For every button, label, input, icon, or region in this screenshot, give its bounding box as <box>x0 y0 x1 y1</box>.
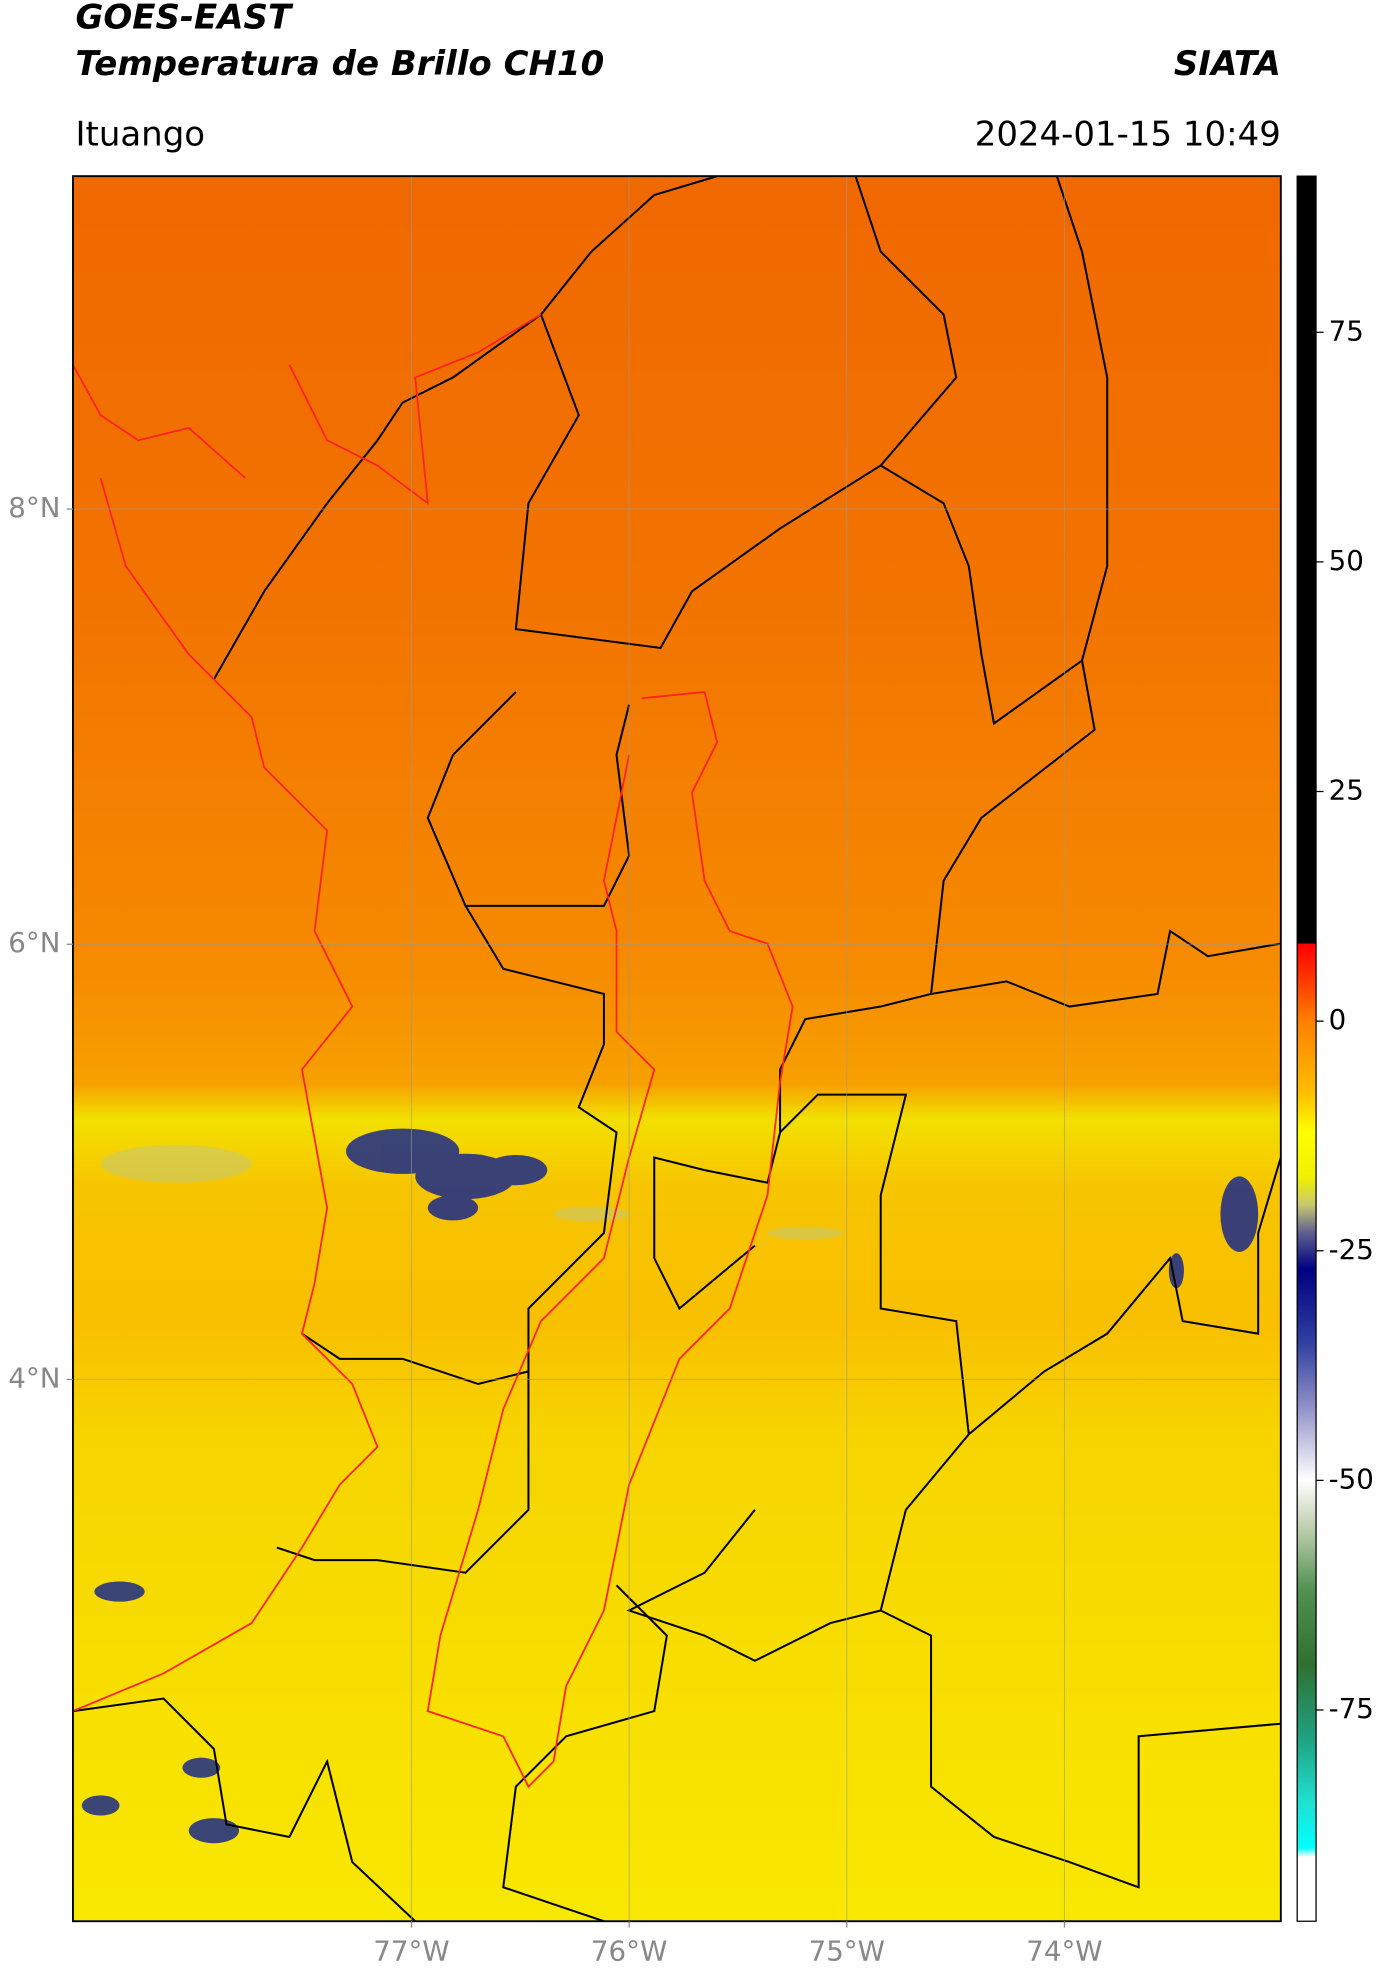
colorbar-tick-label: -75 <box>1329 1692 1374 1725</box>
map-background <box>72 176 1281 1922</box>
colorbar-tick-label: -25 <box>1329 1233 1374 1266</box>
datetime: 2024-01-15 10:49 <box>975 114 1281 154</box>
map-frame <box>72 175 1282 1923</box>
lat-tick-label: 8°N <box>8 491 60 524</box>
lat-tick-label: 6°N <box>8 926 60 959</box>
colorbar-tick-label: 25 <box>1329 774 1364 807</box>
lon-tick-label: 74°W <box>1026 1935 1102 1968</box>
colorbar-tick-label: 50 <box>1329 544 1364 577</box>
region: Ituango <box>75 114 205 154</box>
colorbar-tick-label: 0 <box>1329 1003 1347 1036</box>
lon-tick-label: 76°W <box>591 1935 667 1968</box>
cloud-edges <box>100 1144 843 1240</box>
title: GOES-EAST <box>75 0 293 37</box>
lon-tick-label: 75°W <box>809 1935 885 1968</box>
colorbar <box>1296 175 1317 1922</box>
cloud-patches <box>81 1128 1259 1844</box>
subtitle: Temperatura de Brillo CH10 <box>75 44 604 84</box>
borders <box>72 176 1281 1922</box>
lon-tick-label: 77°W <box>373 1935 449 1968</box>
source: SIATA <box>1174 44 1281 84</box>
lat-tick-label: 4°N <box>8 1361 60 1394</box>
coastline-and-basin <box>72 313 794 1789</box>
grid <box>72 176 1281 1922</box>
colorbar-tick-label: -50 <box>1329 1462 1374 1495</box>
colorbar-tick-label: 75 <box>1329 314 1364 347</box>
map-image <box>72 176 1281 1922</box>
